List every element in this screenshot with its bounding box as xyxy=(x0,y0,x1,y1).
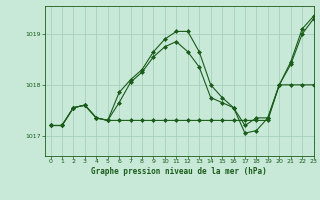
X-axis label: Graphe pression niveau de la mer (hPa): Graphe pression niveau de la mer (hPa) xyxy=(91,167,267,176)
